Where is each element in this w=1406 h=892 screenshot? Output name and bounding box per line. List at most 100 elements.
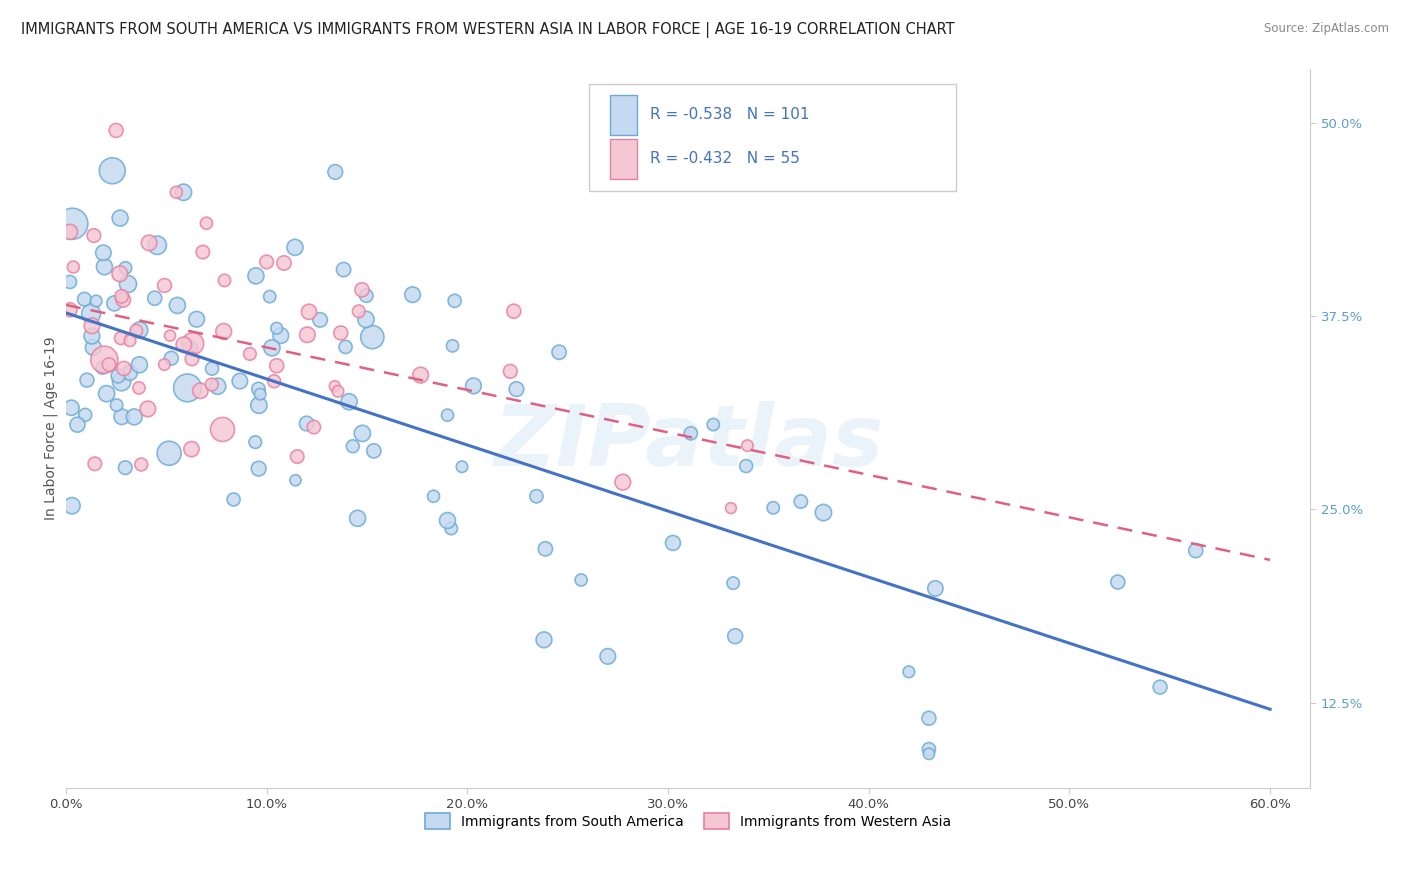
Point — [83, 457, 105, 471]
Point — [790, 494, 813, 508]
Point — [762, 500, 785, 515]
Point — [422, 489, 444, 503]
Point — [897, 665, 920, 679]
Point — [118, 366, 141, 380]
Point — [737, 439, 759, 453]
Point — [363, 443, 385, 458]
Point — [222, 492, 245, 507]
Point — [918, 742, 941, 756]
Point — [93, 245, 115, 260]
Point — [105, 398, 128, 412]
Point — [612, 475, 634, 490]
Point — [211, 422, 233, 436]
Point — [441, 339, 464, 353]
Point — [180, 341, 202, 355]
Point — [335, 340, 357, 354]
Point — [436, 514, 458, 528]
Point — [159, 328, 181, 343]
Text: ZIPatlas: ZIPatlas — [494, 401, 883, 484]
Point — [247, 382, 270, 396]
Point — [143, 291, 166, 305]
Point — [502, 304, 524, 318]
Point — [247, 461, 270, 475]
Point — [60, 217, 83, 231]
Point — [332, 262, 354, 277]
Point — [108, 211, 131, 226]
Point — [59, 302, 82, 317]
Point — [108, 267, 131, 281]
Point — [463, 379, 485, 393]
Point — [129, 458, 152, 472]
Point — [60, 499, 83, 513]
Point — [337, 394, 360, 409]
Point — [80, 307, 103, 321]
Point — [323, 379, 346, 393]
Point — [172, 186, 194, 200]
Legend: Immigrants from South America, Immigrants from Western Asia: Immigrants from South America, Immigrant… — [419, 807, 957, 835]
Point — [813, 506, 835, 520]
Point — [451, 459, 474, 474]
Point — [245, 268, 267, 283]
Point — [114, 260, 136, 275]
Point — [256, 255, 278, 269]
Point — [136, 401, 159, 416]
Text: Source: ZipAtlas.com: Source: ZipAtlas.com — [1264, 22, 1389, 36]
Point — [569, 573, 592, 587]
Point — [259, 290, 281, 304]
FancyBboxPatch shape — [610, 95, 637, 135]
Point — [114, 460, 136, 475]
Point — [107, 369, 129, 384]
Point — [214, 273, 236, 287]
FancyBboxPatch shape — [589, 85, 956, 191]
Point — [153, 358, 176, 372]
Point — [352, 426, 374, 441]
Point — [342, 439, 364, 453]
Point — [735, 458, 758, 473]
Point — [702, 417, 724, 432]
Point — [284, 240, 307, 254]
Point — [83, 228, 105, 243]
Point — [347, 304, 370, 318]
Point — [679, 426, 702, 441]
Point — [350, 283, 373, 297]
Point — [249, 387, 271, 401]
Point — [1107, 574, 1129, 589]
Point — [60, 401, 83, 415]
Point — [662, 536, 685, 550]
Point — [326, 384, 349, 399]
Point — [212, 325, 235, 339]
Point — [84, 293, 107, 308]
Point — [533, 632, 555, 647]
Text: IMMIGRANTS FROM SOUTH AMERICA VS IMMIGRANTS FROM WESTERN ASIA IN LABOR FORCE | A: IMMIGRANTS FROM SOUTH AMERICA VS IMMIGRA… — [21, 22, 955, 38]
Point — [181, 336, 204, 351]
Point — [323, 165, 346, 179]
Point — [721, 576, 744, 591]
Point — [112, 293, 135, 307]
Point — [165, 186, 187, 200]
Point — [186, 312, 208, 326]
Point — [329, 326, 352, 340]
Point — [80, 329, 103, 343]
Point — [128, 358, 150, 372]
Point — [118, 334, 141, 348]
Point — [409, 368, 432, 382]
Point — [918, 747, 941, 761]
Point — [190, 384, 212, 398]
Point — [245, 435, 267, 450]
Point — [103, 296, 125, 310]
Point — [436, 408, 458, 422]
Point — [191, 245, 214, 260]
Point — [111, 409, 134, 424]
Point — [117, 277, 139, 291]
Point — [443, 293, 465, 308]
Point — [80, 318, 103, 333]
Point — [401, 287, 423, 301]
Point — [309, 313, 332, 327]
Point — [105, 123, 128, 137]
Point — [73, 292, 96, 306]
Point — [66, 417, 89, 432]
Point — [297, 327, 319, 342]
Point — [110, 375, 132, 389]
Point — [110, 331, 132, 345]
Point — [346, 511, 368, 525]
